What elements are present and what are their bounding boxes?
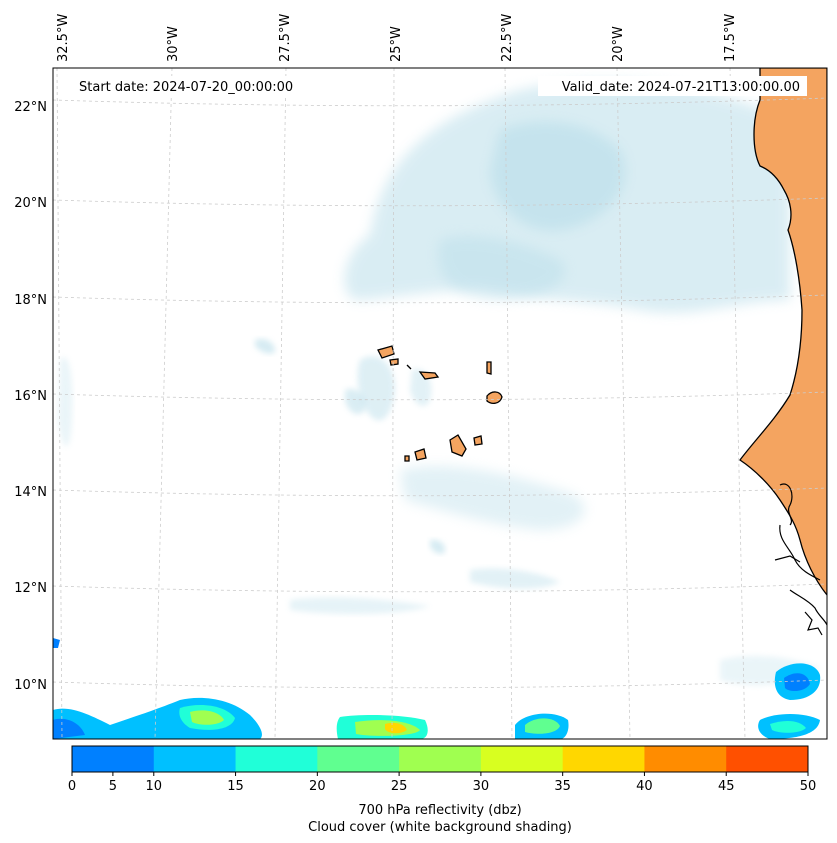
colorbar-tick-label: 5 [109, 779, 117, 794]
colorbar-segment [153, 746, 237, 772]
colorbar [72, 746, 809, 772]
colorbar-tick-label: 20 [309, 779, 326, 794]
lon-label: 32.5°W [56, 14, 71, 62]
valid-date-label: Valid_date: 2024-07-21T13:00:00.00 [562, 80, 800, 95]
lat-label: 20°N [14, 196, 47, 211]
colorbar-border [71, 745, 809, 773]
lat-label: 10°N [14, 678, 47, 693]
colorbar-segment [480, 746, 564, 772]
lon-label: 27.5°W [278, 14, 293, 62]
islet [406, 364, 412, 370]
valid-date-box [538, 76, 807, 96]
lon-label: 17.5°W [723, 14, 738, 62]
island-boa-vista [486, 391, 503, 404]
island-santiago [449, 434, 467, 457]
colorbar-tick-label: 35 [554, 779, 571, 794]
island-fogo [414, 448, 427, 461]
longitude-labels: 32.5°W 30°W 27.5°W 25°W 22.5°W 20°W 17.5… [56, 14, 738, 62]
colorbar-segment [562, 746, 645, 772]
island-sao-vicente [389, 358, 399, 366]
colorbar-tick-label: 30 [473, 779, 490, 794]
colorbar-ticks: 0 5 10 15 20 25 30 35 40 45 50 [68, 772, 816, 794]
colorbar-tick-label: 25 [391, 779, 408, 794]
lat-label: 16°N [14, 389, 47, 404]
colorbar-segment [317, 746, 400, 772]
lat-label: 12°N [14, 581, 47, 596]
graticule [53, 68, 827, 739]
latitude-labels: 22°N 20°N 18°N 16°N 14°N 12°N 10°N [14, 100, 47, 693]
island-maio [473, 435, 483, 446]
colorbar-tick-label: 15 [227, 779, 244, 794]
lon-label: 20°W [611, 26, 626, 62]
lat-label: 22°N [14, 100, 47, 115]
land-areas [377, 68, 827, 597]
colorbar-segment [235, 746, 318, 772]
lat-label: 18°N [14, 293, 47, 308]
colorbar-tick-label: 0 [68, 779, 76, 794]
colorbar-sublabel: Cloud cover (white background shading) [308, 820, 572, 835]
island-santo-antao [377, 345, 395, 359]
colorbar-tick-label: 50 [800, 779, 817, 794]
colorbar-segment [399, 746, 482, 772]
colorbar-segment [644, 746, 727, 772]
colorbar-segment [72, 746, 155, 772]
africa-coast [739, 68, 827, 597]
lon-label: 22.5°W [500, 14, 515, 62]
lon-label: 30°W [166, 26, 181, 62]
cloud-cover-shading [58, 80, 820, 686]
colorbar-tick-label: 40 [636, 779, 653, 794]
island-sal [486, 361, 492, 375]
lon-label: 25°W [389, 26, 404, 62]
colorbar-tick-label: 10 [146, 779, 163, 794]
island-brava [404, 455, 410, 462]
map-border [52, 67, 828, 740]
colorbar-segment [726, 746, 809, 772]
reflectivity-shading [53, 638, 821, 739]
colorbar-label: 700 hPa reflectivity (dbz) [358, 803, 521, 818]
start-date-label: Start date: 2024-07-20_00:00:00 [79, 80, 293, 95]
colorbar-tick-label: 45 [718, 779, 735, 794]
coastline-details [774, 483, 827, 636]
island-sao-nicolau [418, 371, 440, 380]
lat-label: 14°N [14, 485, 47, 500]
start-date-box [73, 76, 313, 96]
